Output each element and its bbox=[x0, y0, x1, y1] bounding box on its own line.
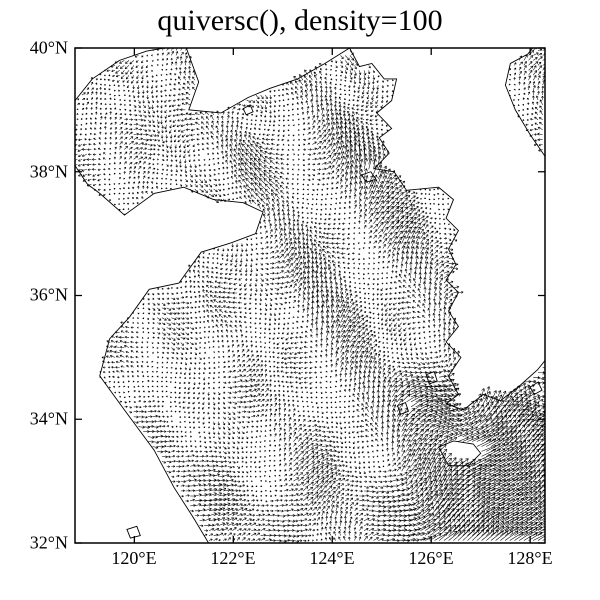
x-tick-label-126e: 126°E bbox=[408, 548, 454, 568]
y-tick-label-32n: 32°N bbox=[29, 532, 68, 553]
x-tick-label-120e: 120°E bbox=[111, 548, 157, 568]
y-tick-label-40n: 40°N bbox=[29, 37, 68, 58]
y-tick-label-36n: 36°N bbox=[29, 284, 68, 305]
x-tick-label-124e: 124°E bbox=[309, 548, 355, 568]
y-tick-label-38n: 38°N bbox=[29, 161, 68, 182]
chart-title: quiversc(), density=100 bbox=[157, 4, 443, 37]
y-tick-label-34n: 34°N bbox=[29, 408, 68, 429]
x-tick-label-128e: 128°E bbox=[507, 548, 553, 568]
x-tick-label-122e: 122°E bbox=[210, 548, 256, 568]
